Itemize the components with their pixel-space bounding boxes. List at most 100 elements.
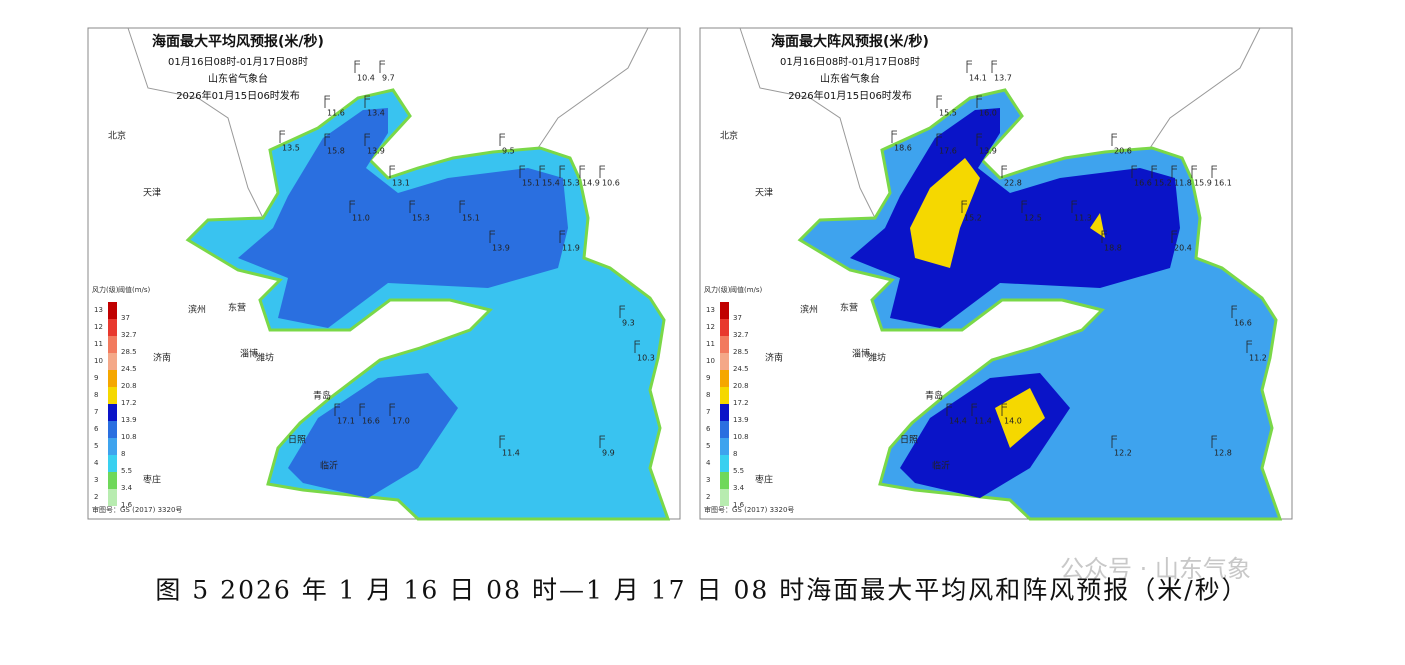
legend-speed: 10.8 bbox=[121, 433, 137, 441]
station-value: 9.9 bbox=[602, 449, 615, 458]
legend-swatch bbox=[108, 421, 117, 438]
legend-level: 10 bbox=[706, 357, 715, 365]
wind-barb bbox=[349, 200, 355, 213]
place-label: 滨州 bbox=[800, 304, 818, 316]
place-label: 潍坊 bbox=[256, 352, 274, 364]
station-value: 17.6 bbox=[939, 147, 957, 156]
legend-speed: 8 bbox=[121, 450, 125, 458]
legend-swatch bbox=[720, 336, 729, 353]
station-value: 22.8 bbox=[1004, 179, 1022, 188]
place-label: 淄博 bbox=[240, 348, 258, 360]
station-value: 17.1 bbox=[337, 417, 355, 426]
approval-number: 审图号：GS (2017) 3320号 bbox=[92, 505, 182, 514]
station-value: 10.3 bbox=[637, 354, 655, 363]
legend-level: 13 bbox=[706, 306, 715, 314]
station-value: 12.2 bbox=[1114, 449, 1132, 458]
station-value: 11.8 bbox=[1174, 179, 1192, 188]
station-value: 13.7 bbox=[994, 74, 1012, 83]
legend-level: 8 bbox=[94, 391, 98, 399]
legend-swatch bbox=[108, 319, 117, 336]
station-value: 17.0 bbox=[392, 417, 410, 426]
wind-barb bbox=[1231, 305, 1237, 318]
legend-level: 5 bbox=[94, 442, 98, 450]
legend-header: 风力(级) bbox=[92, 285, 119, 294]
watermark: 公众号 · 山东气象 bbox=[1060, 555, 1251, 583]
place-label: 天津 bbox=[755, 188, 773, 199]
coastline bbox=[739, 27, 1261, 219]
legend-level: 9 bbox=[94, 374, 98, 382]
legend-swatch bbox=[108, 387, 117, 404]
wind-barb bbox=[1021, 200, 1027, 213]
wind-barb bbox=[519, 165, 525, 178]
wind-barb bbox=[1246, 340, 1252, 353]
legend-level: 11 bbox=[94, 340, 103, 348]
wind-barb bbox=[619, 305, 625, 318]
station-value: 11.6 bbox=[327, 109, 345, 118]
legend-speed: 24.5 bbox=[121, 365, 137, 373]
legend-level: 11 bbox=[706, 340, 715, 348]
wind-barb bbox=[579, 165, 585, 178]
place-label: 济南 bbox=[765, 352, 783, 364]
station-value: 20.4 bbox=[1174, 244, 1192, 253]
wind-barb bbox=[379, 60, 385, 73]
wind-barb bbox=[334, 403, 340, 416]
station-value: 16.0 bbox=[979, 109, 997, 118]
place-label: 东营 bbox=[228, 302, 246, 314]
wind-barb bbox=[1001, 165, 1007, 178]
legend-level: 5 bbox=[706, 442, 710, 450]
map-title: 海面最大阵风预报(米/秒) bbox=[771, 33, 929, 50]
station-value: 13.9 bbox=[492, 244, 510, 253]
station-value: 13.9 bbox=[367, 147, 385, 156]
legend-swatch bbox=[720, 489, 729, 506]
place-label: 济南 bbox=[153, 352, 171, 364]
legend-speed: 20.8 bbox=[121, 382, 137, 390]
legend-header: 风力(级) bbox=[704, 285, 731, 294]
legend-swatch bbox=[108, 472, 117, 489]
legend-speed: 37 bbox=[733, 314, 742, 322]
place-label: 潍坊 bbox=[868, 352, 886, 364]
legend-speed: 24.5 bbox=[733, 365, 749, 373]
wind-barb bbox=[966, 60, 972, 73]
legend-speed: 5.5 bbox=[733, 467, 744, 475]
map-subtitle: 2026年01月15日06时发布 bbox=[176, 89, 300, 102]
legend-level: 10 bbox=[94, 357, 103, 365]
legend-speed: 13.9 bbox=[121, 416, 137, 424]
wind-barb bbox=[634, 340, 640, 353]
wind-barb bbox=[1131, 165, 1137, 178]
place-label: 东营 bbox=[840, 302, 858, 314]
wind-barb bbox=[1211, 435, 1217, 448]
place-label: 日照 bbox=[288, 435, 306, 446]
station-value: 11.2 bbox=[1249, 354, 1267, 363]
legend-swatch bbox=[108, 353, 117, 370]
station-value: 11.4 bbox=[502, 449, 520, 458]
station-value: 11.0 bbox=[352, 214, 370, 223]
wind-barb bbox=[539, 165, 545, 178]
wind-barb bbox=[1101, 230, 1107, 243]
station-value: 15.1 bbox=[462, 214, 480, 223]
wind-barb bbox=[1211, 165, 1217, 178]
wind-barb bbox=[1171, 165, 1177, 178]
legend-swatch bbox=[720, 404, 729, 421]
legend-level: 9 bbox=[706, 374, 710, 382]
map-subtitle: 山东省气象台 bbox=[820, 72, 880, 85]
station-value: 15.2 bbox=[964, 214, 982, 223]
legend-level: 8 bbox=[706, 391, 710, 399]
wind-barb bbox=[961, 200, 967, 213]
legend-speed: 17.2 bbox=[733, 399, 749, 407]
wind-barb bbox=[946, 403, 952, 416]
wind-barb bbox=[599, 165, 605, 178]
wind-barb bbox=[976, 133, 982, 146]
legend-level: 3 bbox=[94, 476, 98, 484]
legend-swatch bbox=[720, 421, 729, 438]
coastline bbox=[127, 27, 649, 219]
wind-barb bbox=[364, 133, 370, 146]
wind-barb bbox=[936, 133, 942, 146]
legend-speed: 20.8 bbox=[733, 382, 749, 390]
station-value: 13.5 bbox=[282, 144, 300, 153]
station-value: 13.1 bbox=[392, 179, 410, 188]
station-value: 10.4 bbox=[357, 74, 375, 83]
legend-speed: 37 bbox=[121, 314, 130, 322]
legend-swatch bbox=[720, 319, 729, 336]
wind-barb bbox=[324, 133, 330, 146]
